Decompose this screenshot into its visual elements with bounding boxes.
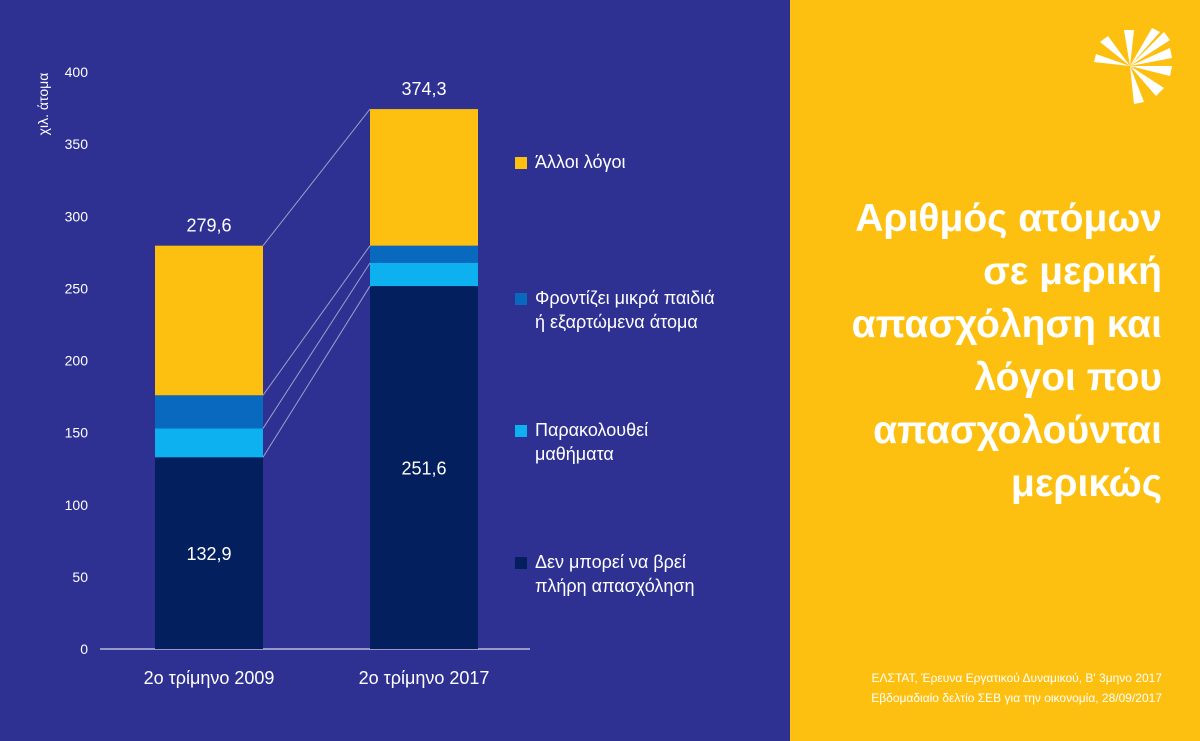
bar-segment-0-0: [155, 457, 263, 649]
legend-swatch-no-full-time: [515, 557, 527, 569]
y-tick-label-100: 100: [65, 497, 89, 513]
connector-line-2: [262, 245, 371, 396]
y-tick-label-300: 300: [65, 208, 89, 224]
connector-line-1: [262, 262, 371, 429]
legend-item-other: Άλλοι λόγοι: [515, 150, 626, 174]
legend-label-care: Φροντίζει μικρά παιδιά ή εξαρτώμενα άτομ…: [535, 288, 715, 332]
bar-segment-1-3: [370, 109, 478, 246]
total-label-1: 374,3: [401, 79, 446, 99]
legend-item-courses: Παρακολουθεί μαθήματα: [515, 418, 648, 466]
source-line-1: ΕΛΣΤΑΤ, Έρευνα Εργατικού Δυναμικού, Β' 3…: [871, 671, 1162, 685]
y-tick-label-0: 0: [80, 641, 88, 657]
chart-panel: 0 50 100 150 200 250 300 350 400 χιλ. άτομα 2ο τρί…: [0, 0, 790, 741]
connector-line-3: [262, 108, 371, 246]
bar-segment-0-1: [155, 428, 263, 458]
y-tick-label-50: 50: [72, 569, 88, 585]
legend-label-courses: Παρακολουθεί μαθήματα: [535, 420, 649, 464]
base-value-label-0: 132,9: [186, 544, 231, 564]
bar-segment-1-2: [370, 245, 478, 263]
legend-label-other: Άλλοι λόγοι: [535, 152, 626, 172]
connector-line-0: [262, 285, 371, 458]
source-note: ΕΛΣΤΑΤ, Έρευνα Εργατικού Δυναμικού, Β' 3…: [871, 668, 1162, 708]
y-axis-label: χιλ. άτομα: [35, 73, 51, 136]
y-tick-label-350: 350: [65, 136, 89, 152]
bar-segment-1-1: [370, 262, 478, 287]
base-value-label-1: 251,6: [401, 459, 446, 479]
x-tick-label-1: 2ο τρίμηνο 2017: [359, 668, 490, 688]
legend-item-no-full-time: Δεν μπορεί να βρεί πλήρη απασχόληση: [515, 550, 695, 598]
y-tick-label-200: 200: [65, 353, 89, 369]
legend-swatch-other: [515, 157, 527, 169]
stacked-bar-chart: 0 50 100 150 200 250 300 350 400 χιλ. άτομα 2ο τρί…: [35, 64, 530, 688]
total-label-0: 279,6: [186, 216, 231, 236]
chart-title: Αριθμός ατόμων σε μερική απασχόληση και …: [851, 197, 1162, 505]
legend-label-no-full-time: Δεν μπορεί να βρεί πλήρη απασχόληση: [535, 552, 695, 596]
y-tick-label-250: 250: [65, 280, 89, 296]
bar-segment-0-3: [155, 245, 263, 396]
title-panel: Αριθμός ατόμων σε μερική απασχόληση και …: [790, 0, 1200, 741]
y-tick-label-400: 400: [65, 64, 89, 80]
bar-segment-1-0: [370, 286, 478, 649]
x-tick-label-0: 2ο τρίμηνο 2009: [144, 668, 275, 688]
legend-swatch-care: [515, 293, 527, 305]
legend-item-care: Φροντίζει μικρά παιδιά ή εξαρτώμενα άτομ…: [515, 286, 715, 334]
y-tick-label-150: 150: [65, 425, 89, 441]
source-line-2: Εβδομαδιαίο δελτίο ΣΕΒ για την οικονομία…: [871, 691, 1162, 705]
bar-segment-0-2: [155, 395, 263, 429]
legend-swatch-courses: [515, 425, 527, 437]
sev-sunburst-icon: [1094, 28, 1172, 104]
